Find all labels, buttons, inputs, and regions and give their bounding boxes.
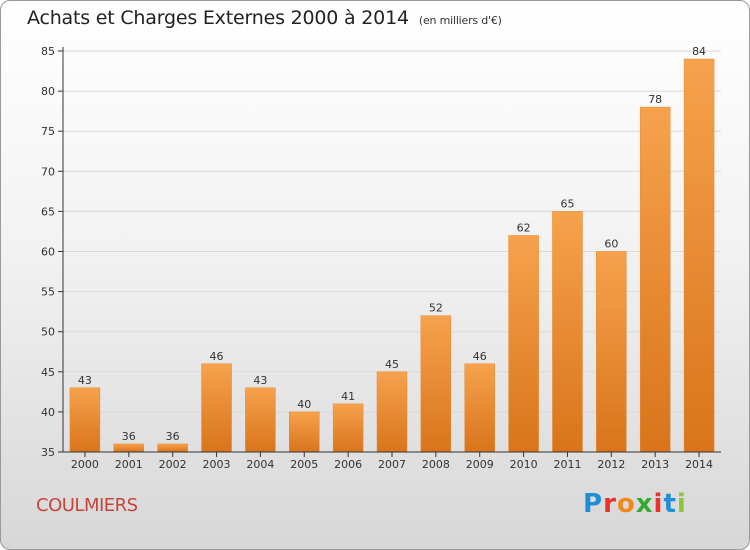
- bar: [464, 363, 495, 453]
- x-tick-label: 2010: [510, 458, 538, 471]
- x-tick-label: 2002: [159, 458, 187, 471]
- data-label: 45: [385, 358, 399, 371]
- bar: [245, 387, 276, 453]
- y-tick-label: 85: [41, 45, 55, 58]
- x-tick-label: 2006: [334, 458, 362, 471]
- data-label: 40: [297, 398, 311, 411]
- data-label: 36: [122, 430, 136, 443]
- x-tick-label: 2013: [641, 458, 669, 471]
- data-label: 46: [210, 350, 224, 363]
- bar: [596, 251, 627, 453]
- bar: [376, 371, 408, 453]
- y-tick-label: 35: [41, 446, 55, 459]
- data-label: 46: [473, 350, 487, 363]
- logo-letter: o: [616, 489, 636, 519]
- logo-letter: i: [676, 489, 687, 519]
- data-label: 60: [604, 238, 618, 251]
- x-tick-label: 2012: [597, 458, 625, 471]
- x-tick-label: 2008: [422, 458, 450, 471]
- data-label: 78: [648, 93, 662, 106]
- bar: [69, 387, 101, 453]
- y-tick-label: 45: [41, 366, 55, 379]
- x-tick-label: 2005: [290, 458, 318, 471]
- data-label: 62: [517, 221, 531, 234]
- bar: [201, 363, 232, 453]
- y-tick-label: 70: [41, 165, 55, 178]
- logo-letter: P: [583, 489, 604, 519]
- commune-name: COULMIERS: [36, 495, 138, 516]
- axes: [58, 47, 721, 457]
- logo-letter: x: [635, 489, 654, 519]
- data-label: 36: [166, 430, 180, 443]
- bar: [289, 411, 320, 453]
- bar: [552, 211, 583, 453]
- x-tick-label: 2007: [378, 458, 406, 471]
- y-tick-label: 40: [41, 406, 55, 419]
- y-tick-label: 50: [41, 326, 55, 339]
- chart-unit: (en milliers d'€): [418, 14, 502, 27]
- x-tick-label: 2009: [466, 458, 494, 471]
- y-tick-label: 65: [41, 205, 55, 218]
- data-label: 41: [341, 390, 355, 403]
- x-tick-label: 2004: [246, 458, 274, 471]
- bar: [113, 443, 145, 453]
- bar: [420, 315, 452, 453]
- data-label: 84: [692, 45, 706, 58]
- y-tick-label: 60: [41, 246, 55, 259]
- x-tick-label: 2003: [203, 458, 231, 471]
- bar: [683, 58, 715, 453]
- bar: [639, 106, 671, 453]
- y-tick-label: 75: [41, 125, 55, 138]
- bar: [332, 403, 364, 453]
- data-label: 43: [78, 374, 92, 387]
- logo-letter: i: [653, 489, 664, 519]
- data-label: 43: [253, 374, 267, 387]
- data-label: 52: [429, 302, 443, 315]
- x-tick-label: 2000: [71, 458, 99, 471]
- data-label: 65: [560, 197, 574, 210]
- labels: 35 40 45 50 55 60 65 70 75 80 85 43 2000 36 2001 36 2002…: [41, 45, 713, 471]
- logo-letter: t: [663, 489, 677, 519]
- bar: [157, 443, 188, 453]
- y-tick-label: 80: [41, 85, 55, 98]
- y-tick-label: 55: [41, 286, 55, 299]
- chart-title-text: Achats et Charges Externes 2000 à 2014: [27, 7, 409, 29]
- x-tick-label: 2001: [115, 458, 143, 471]
- x-tick-label: 2011: [553, 458, 581, 471]
- bars: [69, 58, 715, 453]
- logo-letter: r: [603, 489, 617, 519]
- bar: [508, 235, 539, 453]
- proxiti-logo: Proxiti: [583, 489, 687, 519]
- chart-title: Achats et Charges Externes 2000 à 2014 (e…: [27, 7, 502, 29]
- x-tick-label: 2014: [685, 458, 713, 471]
